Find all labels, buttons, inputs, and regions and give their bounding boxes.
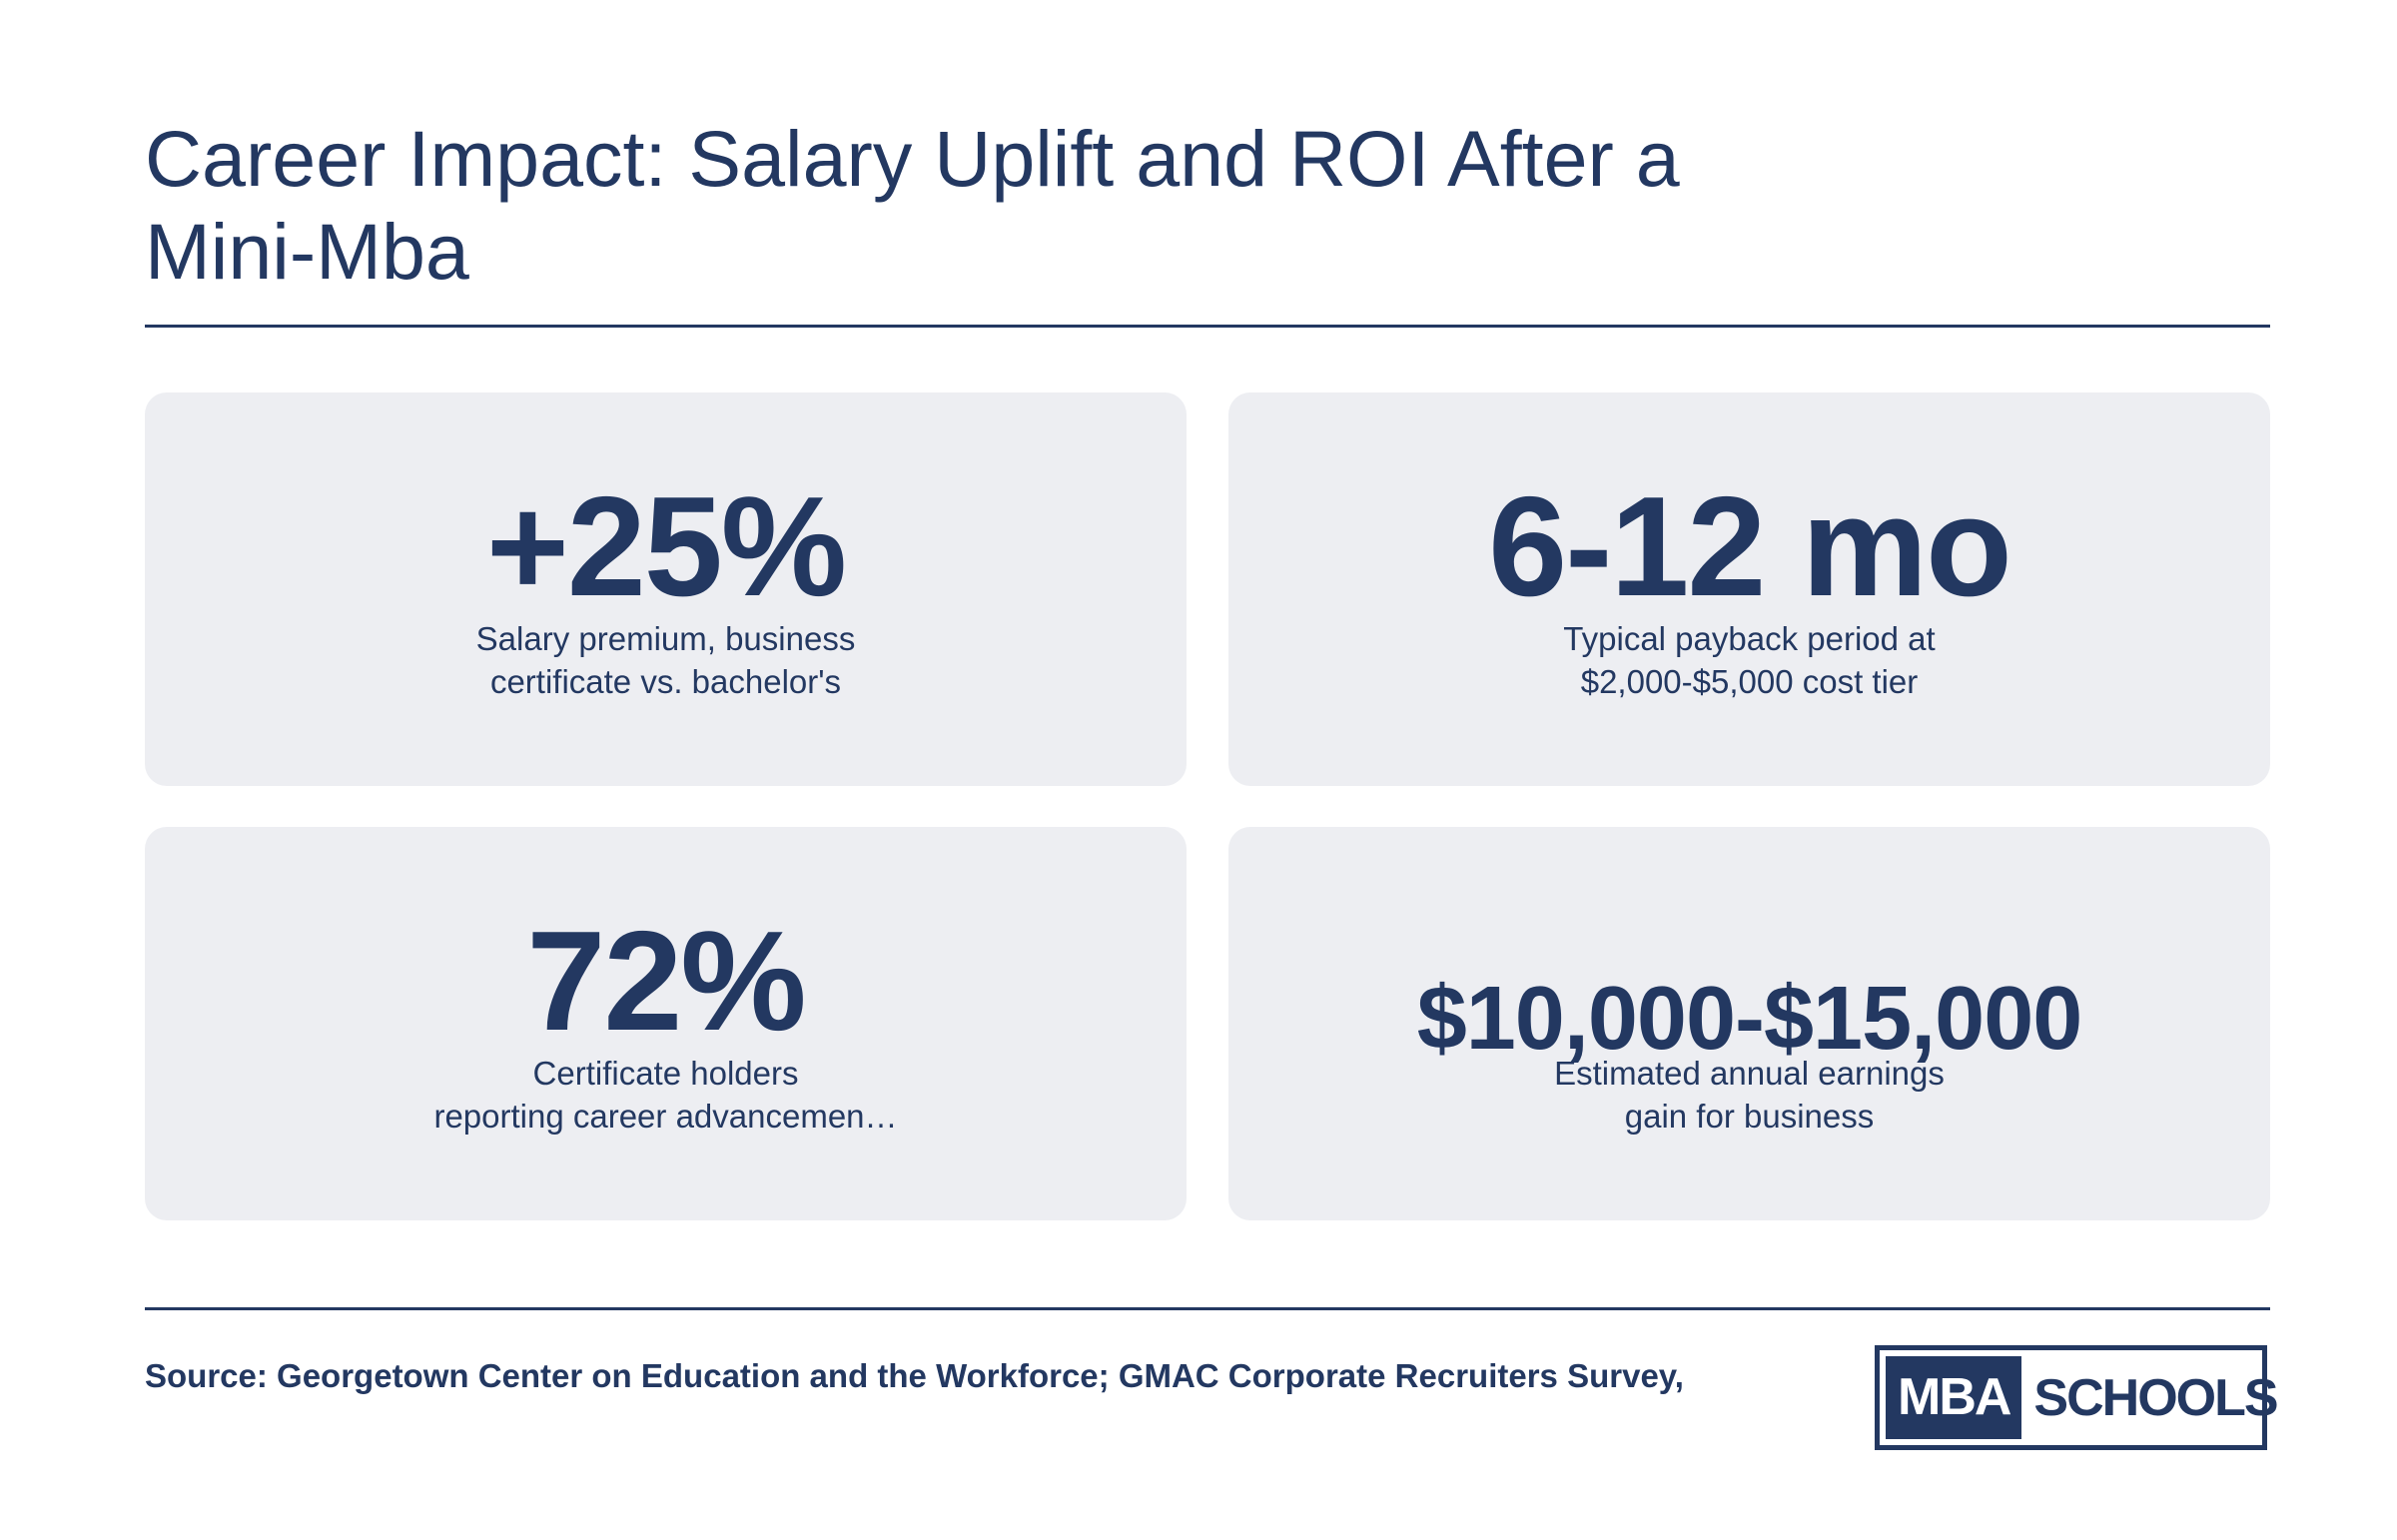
stat-label-line: Salary premium, business <box>475 620 856 657</box>
logo-mba-text: MBA <box>1886 1356 2022 1439</box>
stat-label-line: Certificate holders <box>532 1055 799 1092</box>
page-title: Career Impact: Salary Uplift and ROI Aft… <box>145 114 1680 296</box>
stat-label: Salary premium, business certificate vs.… <box>145 617 1187 703</box>
stat-label-line: reporting career advancemen… <box>433 1098 898 1135</box>
stat-label-line: $2,000-$5,000 cost tier <box>1580 663 1919 700</box>
stat-label-line: certificate vs. bachelor's <box>489 663 842 700</box>
stat-card-payback-period: 6-12 mo Typical payback period at $2,000… <box>1228 392 2270 786</box>
title-divider <box>145 325 2270 328</box>
stat-label: Certificate holders reporting career adv… <box>145 1052 1187 1138</box>
stat-value: +25% <box>485 467 847 626</box>
stat-label-line: gain for business <box>1624 1098 1875 1135</box>
stat-card-earnings-gain: $10,000-$15,000 Estimated annual earning… <box>1228 827 2270 1220</box>
stat-value: 72% <box>526 902 806 1061</box>
mba-schools-logo: MBA SCHOOLS <box>1875 1345 2279 1450</box>
stat-card-career-advancement: 72% Certificate holders reporting career… <box>145 827 1187 1220</box>
source-citation: Source: Georgetown Center on Education a… <box>145 1357 1684 1394</box>
stat-label: Estimated annual earnings gain for busin… <box>1228 1052 2270 1138</box>
stat-value: $10,000-$15,000 <box>1416 969 2083 1069</box>
stat-label-line: Typical payback period at <box>1563 620 1936 657</box>
stat-value: 6-12 mo <box>1488 467 2012 626</box>
footer-divider <box>145 1307 2270 1310</box>
stat-card-salary-premium: +25% Salary premium, business certificat… <box>145 392 1187 786</box>
stat-label: Typical payback period at $2,000-$5,000 … <box>1228 617 2270 703</box>
logo-schools-text: SCHOOLS <box>2033 1368 2278 1427</box>
stat-label-line: Estimated annual earnings <box>1554 1055 1945 1092</box>
